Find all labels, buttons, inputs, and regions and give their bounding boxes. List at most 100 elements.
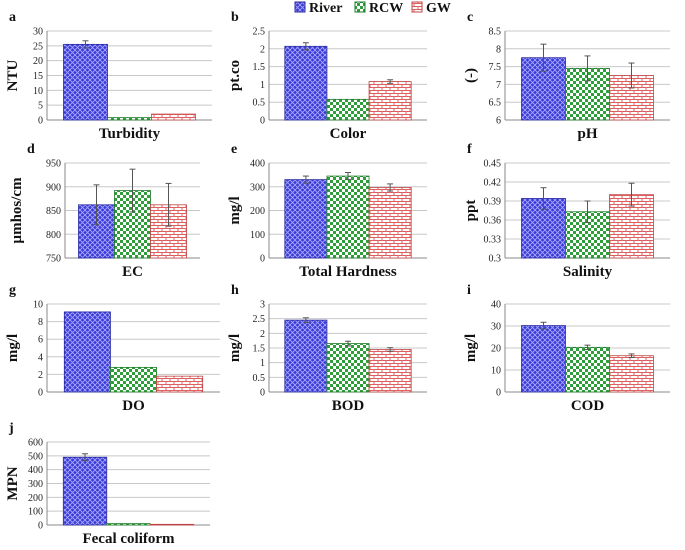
y-tick-label: 0: [38, 116, 43, 127]
y-tick-label: 0.33: [484, 235, 502, 246]
y-tick-label: 1: [260, 80, 265, 91]
y-axis-label: pt.co: [227, 60, 243, 91]
bar-j-rcw: [106, 523, 151, 526]
panel-letter: g: [9, 283, 16, 298]
chart-title: Turbidity: [99, 126, 161, 142]
chart-panel-a: 0 5 10 15 20 25 30 a Turbidity NTU: [5, 10, 212, 142]
bar-h-gw: [368, 349, 412, 393]
bar-j-gw: [149, 523, 195, 526]
panel-letter: i: [467, 283, 471, 298]
y-tick-label: 400: [28, 465, 43, 476]
y-tick-label: 0.5: [253, 373, 266, 384]
y-tick-label: 0: [260, 254, 265, 265]
y-axis-label: mg/l: [463, 334, 479, 362]
y-tick-label: 0: [260, 116, 265, 127]
y-tick-label: 30: [33, 27, 43, 38]
y-tick-label: 950: [46, 159, 61, 170]
chart-title: BOD: [332, 398, 365, 414]
bar-e-river: [284, 179, 328, 259]
bar-h-rcw: [326, 343, 370, 393]
panel-letter: b: [231, 10, 239, 25]
bar-g-river: [63, 311, 111, 393]
chart-title: COD: [571, 398, 605, 414]
y-tick-label: 15: [33, 71, 43, 82]
legend-label-rcw: RCW: [369, 1, 403, 16]
bar-i-gw: [609, 355, 654, 393]
chart-panel-c: 6 6.5 7 7.5 8 8.5 c pH (-): [463, 10, 670, 142]
legend: River RCW GW: [294, 1, 451, 16]
y-tick-label: 600: [28, 438, 43, 449]
y-tick-label: 300: [250, 182, 265, 193]
chart-title: Fecal coliform: [82, 531, 175, 547]
panel-letter: j: [8, 421, 14, 436]
y-tick-label: 6: [38, 335, 43, 346]
y-tick-label: 2: [38, 370, 43, 381]
legend-label-river: River: [309, 1, 342, 16]
y-axis-label: mg/l: [5, 334, 21, 362]
y-tick-label: 0.42: [484, 178, 502, 189]
panel-letter: f: [467, 142, 472, 157]
y-tick-label: 6.5: [489, 98, 502, 109]
y-tick-label: 3: [260, 300, 265, 311]
y-tick-label: 20: [33, 56, 43, 67]
y-tick-label: 1: [260, 358, 265, 369]
y-tick-label: 100: [250, 230, 265, 241]
y-tick-label: 0: [260, 388, 265, 399]
y-tick-label: 10: [33, 300, 43, 311]
legend-swatch-rcw: [354, 1, 366, 13]
y-tick-label: 200: [250, 206, 265, 217]
y-tick-label: 200: [28, 493, 43, 504]
panel-letter: d: [27, 142, 35, 157]
chart-title: Total Hardness: [299, 264, 397, 280]
y-axis-label: MPN: [5, 466, 21, 500]
y-tick-label: 20: [491, 344, 501, 355]
panel-letter: c: [467, 10, 473, 25]
y-tick-label: 0: [38, 521, 43, 532]
chart-panel-e: 0 100 200 300 400 e Total Hardness mg/l: [227, 142, 427, 280]
y-tick-label: 0.5: [253, 98, 266, 109]
y-tick-label: 0.45: [484, 159, 502, 170]
bar-a-gw: [151, 113, 196, 121]
chart-title: EC: [122, 264, 143, 280]
bar-e-rcw: [326, 175, 370, 259]
legend-swatch-river: [294, 1, 306, 13]
y-tick-label: 10: [33, 86, 43, 97]
bar-b-river: [284, 45, 328, 121]
y-tick-label: 30: [491, 322, 501, 333]
legend-item-river: River: [294, 1, 342, 16]
chart-title: pH: [577, 126, 597, 142]
y-tick-label: 0: [38, 388, 43, 399]
y-tick-label: 400: [250, 159, 265, 170]
y-tick-label: 500: [28, 451, 43, 462]
y-tick-label: 0.3: [489, 254, 502, 265]
y-tick-label: 25: [33, 41, 43, 52]
chart-panel-g: 0 2 4 6 8 10 g DO mg/l: [5, 283, 220, 414]
panel-letter: h: [231, 283, 239, 298]
chart-panel-h: 0 0.5 1 1.5 2 2.5 3 h BOD mg/l: [227, 283, 427, 414]
legend-swatch-gw: [411, 1, 423, 13]
bar-b-gw: [368, 81, 412, 121]
bar-g-gw: [156, 375, 204, 393]
chart-panel-b: 0 0.5 1 1.5 2 2.5 b Color pt.co: [227, 10, 427, 142]
y-tick-label: 0: [496, 388, 501, 399]
y-tick-label: 2: [260, 329, 265, 340]
y-tick-label: 7.5: [489, 62, 502, 73]
y-axis-label: ppt: [463, 200, 479, 222]
y-tick-label: 850: [46, 206, 61, 217]
y-axis-label: mg/l: [227, 334, 243, 362]
y-tick-label: 2.5: [253, 27, 266, 38]
bar-j-river: [62, 456, 108, 526]
bar-i-rcw: [565, 346, 610, 393]
y-tick-label: 8.5: [489, 27, 502, 38]
y-tick-label: 8: [38, 317, 43, 328]
y-tick-label: 8: [496, 44, 501, 55]
chart-panel-f: 0.3 0.33 0.36 0.39 0.42 0.45 f Salinity ppt: [463, 142, 670, 280]
legend-item-gw: GW: [411, 1, 451, 16]
chart-title: Color: [330, 126, 367, 142]
bar-a-rcw: [107, 117, 152, 121]
bar-e-gw: [368, 187, 412, 259]
chart-title: Salinity: [563, 264, 613, 280]
y-tick-label: 750: [46, 254, 61, 265]
y-tick-label: 2: [260, 44, 265, 55]
y-axis-label: µmhos/cm: [9, 177, 25, 244]
